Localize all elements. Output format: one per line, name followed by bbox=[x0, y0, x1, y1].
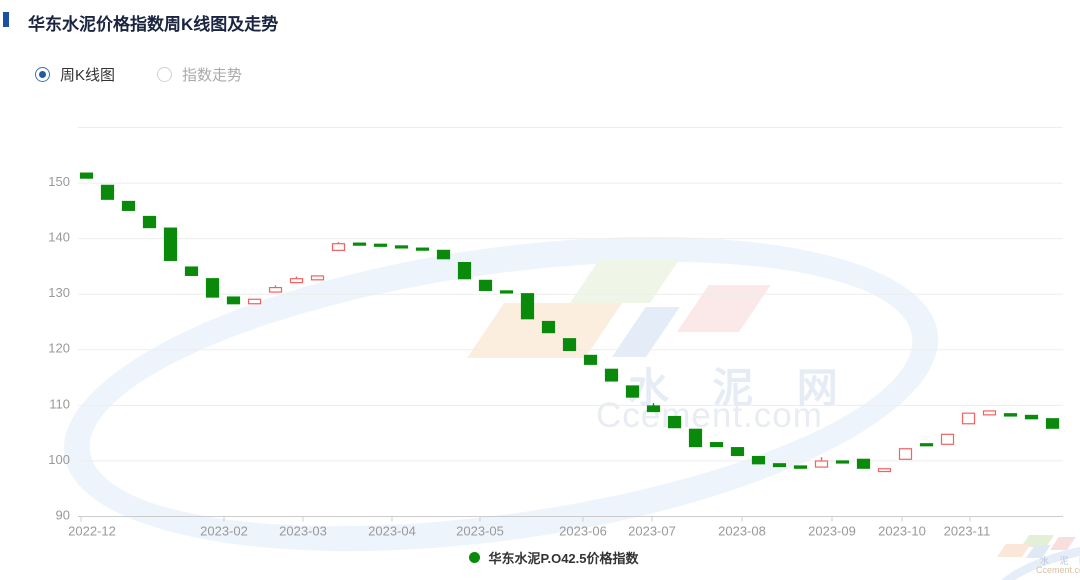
candle-week-31 bbox=[730, 447, 745, 457]
candle-week-35 bbox=[814, 460, 829, 468]
legend-series-label: 华东水泥P.O42.5价格指数 bbox=[488, 551, 639, 566]
radio-unselected-icon[interactable] bbox=[157, 67, 173, 82]
y-tick-label: 100 bbox=[48, 452, 70, 467]
page-title: 华东水泥价格指数周K线图及走势 bbox=[28, 15, 279, 34]
candle-week-15 bbox=[394, 245, 409, 249]
watermark-cn-text: 水 泥 网 bbox=[628, 365, 854, 411]
candle-week-4 bbox=[163, 227, 178, 261]
candle-week-46 bbox=[1045, 418, 1060, 429]
candle-week-44 bbox=[1003, 413, 1018, 417]
x-tick-label: 2023-06 bbox=[559, 524, 607, 539]
candle-week-23 bbox=[562, 338, 577, 351]
candle-week-18 bbox=[457, 261, 472, 280]
x-tick-label: 2023-04 bbox=[368, 524, 416, 539]
x-tick-label: 2023-08 bbox=[718, 524, 766, 539]
radio-index-trend[interactable]: 指数走势 bbox=[157, 64, 242, 85]
candle-week-7 bbox=[226, 296, 241, 305]
candle-week-30 bbox=[709, 442, 724, 448]
x-tick-label: 2022-12 bbox=[68, 524, 116, 539]
candle-week-14 bbox=[373, 243, 388, 247]
x-tick-label: 2023-05 bbox=[456, 524, 504, 539]
candle-week-36 bbox=[835, 460, 850, 464]
candle-week-19 bbox=[478, 279, 493, 291]
candle-week-26 bbox=[625, 385, 640, 398]
candle-week-17 bbox=[436, 249, 451, 260]
candle-week-34 bbox=[793, 465, 808, 469]
candle-week-42 bbox=[961, 412, 976, 425]
x-tick-label: 2023-10 bbox=[878, 524, 926, 539]
y-tick-label: 110 bbox=[49, 396, 70, 411]
candle-week-38 bbox=[877, 468, 892, 473]
mini-logo-cn-text: 水 泥 网 bbox=[1040, 556, 1080, 566]
candle-week-13 bbox=[352, 242, 367, 246]
y-tick-label: 90 bbox=[56, 507, 70, 522]
candle-week-9 bbox=[268, 287, 283, 293]
series-legend: 华东水泥P.O42.5价格指数 bbox=[14, 548, 1080, 567]
candle-week-43 bbox=[982, 410, 997, 416]
candle-week-39 bbox=[898, 448, 913, 460]
candle-week-3 bbox=[142, 215, 157, 229]
candle-week-10 bbox=[289, 278, 304, 284]
candle-week-40 bbox=[919, 443, 934, 447]
legend-marker-icon bbox=[469, 552, 481, 563]
candle-week-2 bbox=[121, 200, 136, 211]
candle-week-0 bbox=[79, 172, 94, 179]
radio-selected-icon[interactable] bbox=[35, 67, 50, 82]
candle-week-5 bbox=[184, 266, 199, 276]
candle-week-45 bbox=[1024, 414, 1039, 420]
radio-index-trend-label: 指数走势 bbox=[182, 67, 243, 84]
candle-week-1 bbox=[100, 184, 115, 200]
x-tick-label: 2023-11 bbox=[944, 524, 991, 539]
candle-week-37 bbox=[856, 458, 871, 469]
radio-selected-dot-icon bbox=[39, 71, 46, 78]
candle-week-6 bbox=[205, 278, 220, 298]
candle-week-16 bbox=[415, 247, 430, 251]
y-tick-label: 130 bbox=[48, 285, 70, 300]
candle-week-21 bbox=[520, 293, 535, 320]
candle-week-29 bbox=[688, 428, 703, 448]
candle-week-8 bbox=[247, 298, 262, 305]
candle-week-20 bbox=[499, 290, 514, 294]
candle-week-33 bbox=[772, 463, 787, 468]
y-tick-label: 150 bbox=[48, 174, 70, 189]
candle-week-41 bbox=[940, 433, 955, 445]
candle-week-27 bbox=[646, 405, 661, 413]
candle-week-25 bbox=[604, 368, 619, 382]
x-tick-label: 2023-02 bbox=[200, 524, 248, 539]
candle-week-22 bbox=[541, 320, 556, 334]
candle-week-11 bbox=[310, 275, 325, 281]
watermark-en-text: Ccement.com bbox=[596, 396, 823, 435]
candle-week-28 bbox=[667, 415, 682, 429]
y-tick-label: 120 bbox=[48, 341, 70, 356]
x-tick-label: 2023-07 bbox=[628, 524, 676, 539]
title-bullet-icon bbox=[3, 12, 9, 27]
candle-week-12 bbox=[331, 243, 346, 251]
candle-week-32 bbox=[751, 455, 766, 465]
chart-mode-radio-group: 周K线图 指数走势 bbox=[35, 64, 242, 85]
x-tick-label: 2023-03 bbox=[279, 524, 327, 539]
mini-logo-en-text: Ccement.com bbox=[1036, 565, 1080, 575]
x-tick-label: 2023-09 bbox=[808, 524, 856, 539]
radio-weekly-kline-label: 周K线图 bbox=[60, 67, 116, 84]
radio-weekly-kline[interactable]: 周K线图 bbox=[35, 64, 115, 85]
y-tick-label: 140 bbox=[48, 230, 70, 245]
candle-week-24 bbox=[583, 354, 598, 365]
